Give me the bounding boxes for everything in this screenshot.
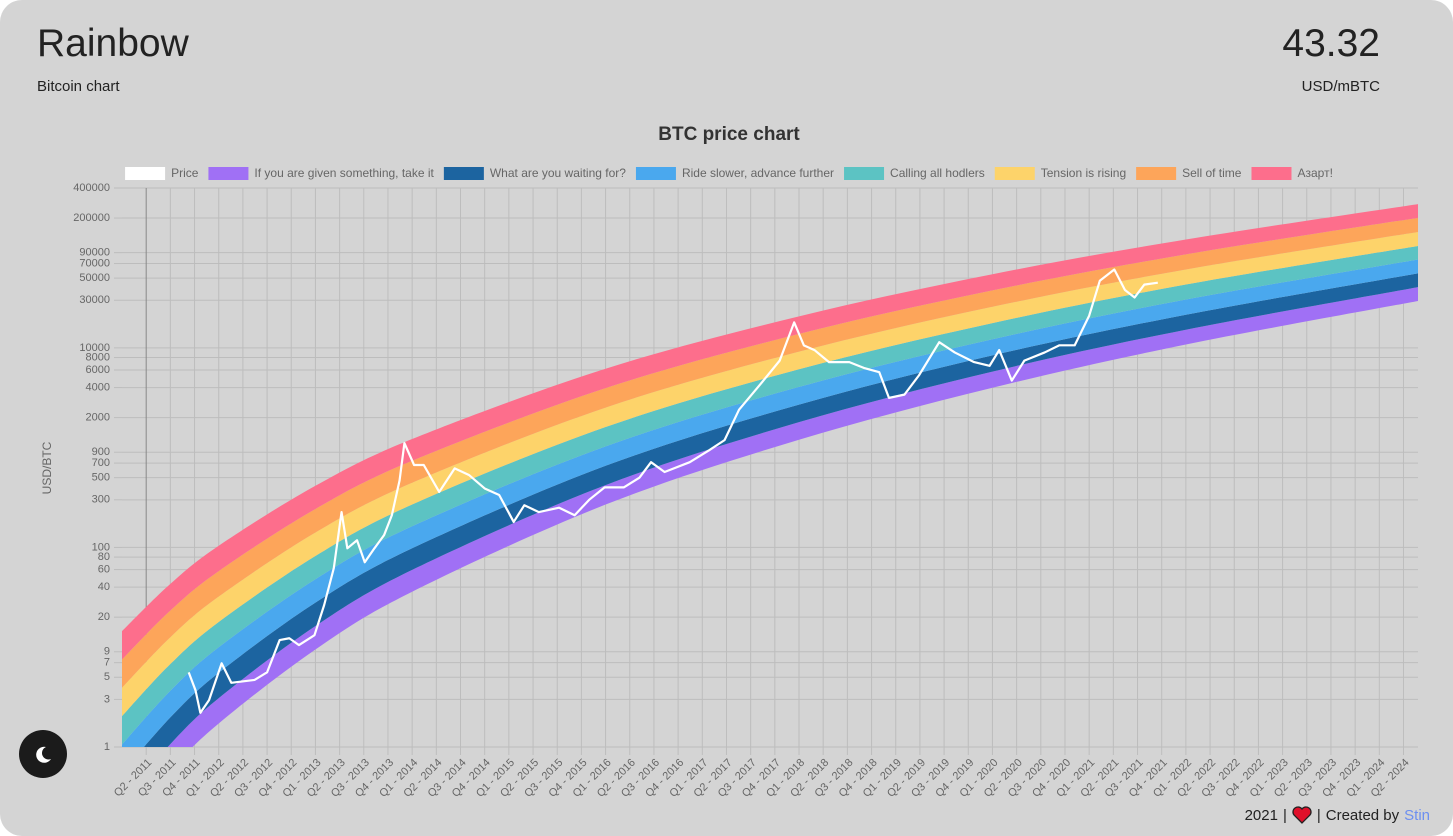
- y-tick-label: 20: [98, 611, 110, 623]
- legend-label: Calling all hodlers: [890, 166, 985, 180]
- footer-year: 2021: [1244, 806, 1278, 824]
- unit: USD/mBTC: [1301, 78, 1380, 95]
- chart-title: BTC price chart: [658, 124, 800, 145]
- chart: BTC price chart USD/BTC 1357920406080100…: [40, 124, 1418, 800]
- legend-item: What are you waiting for?: [443, 166, 626, 180]
- legend-item: Азарт!: [1251, 166, 1333, 180]
- bands: [122, 204, 1418, 747]
- lines: [187, 268, 1158, 714]
- legend-label: Sell of time: [1182, 166, 1242, 180]
- y-tick-label: 500: [92, 472, 110, 484]
- legend-item: Tension is rising: [994, 166, 1126, 180]
- y-tick-label: 60: [98, 563, 110, 575]
- y-tick-label: 700: [92, 457, 110, 469]
- legend-label: Азарт!: [1297, 166, 1332, 180]
- legend-swatch: [844, 167, 885, 180]
- y-tick-label: 40: [98, 581, 110, 593]
- legend-label: If you are given something, take it: [254, 166, 434, 180]
- y-tick-label: 30000: [79, 294, 110, 306]
- legend-label: Tension is rising: [1041, 166, 1126, 180]
- y-tick-label: 3: [104, 693, 110, 705]
- legend: Price If you are given something, take it…: [125, 166, 1333, 180]
- y-tick-label: 4000: [86, 381, 110, 393]
- legend-label: Ride slower, advance further: [682, 166, 834, 180]
- y-tick-label: 7: [104, 657, 110, 669]
- author-link[interactable]: Stin: [1404, 806, 1430, 824]
- legend-item: Price: [125, 166, 199, 180]
- legend-item: If you are given something, take it: [208, 166, 435, 180]
- title: Rainbow: [37, 22, 189, 65]
- y-tick-label: 900: [92, 446, 110, 458]
- y-tick-label: 8000: [86, 351, 110, 363]
- moon-icon: [36, 746, 51, 763]
- y-tick-label: 80: [98, 551, 110, 563]
- y-tick-label: 300: [92, 494, 110, 506]
- legend-swatch: [125, 167, 166, 180]
- legend-item: Ride slower, advance further: [635, 166, 834, 180]
- footer-credit: Created by: [1325, 806, 1400, 824]
- legend-swatch: [1251, 167, 1292, 180]
- y-tick-label: 90000: [79, 247, 110, 259]
- legend-swatch: [635, 167, 676, 180]
- legend-label: What are you waiting for?: [490, 166, 626, 180]
- legend-swatch: [208, 167, 249, 180]
- price: 43.32: [1282, 22, 1380, 65]
- legend-swatch: [994, 167, 1035, 180]
- footer-separator: |: [1282, 806, 1287, 824]
- y-tick-label: 6000: [86, 364, 110, 376]
- y-tick-label: 2000: [86, 412, 110, 424]
- heart-icon: [1292, 806, 1312, 824]
- y-tick-label: 9: [104, 646, 110, 658]
- y-tick-label: 400000: [73, 182, 110, 194]
- legend-label: Price: [171, 166, 199, 180]
- price-line: [187, 268, 1158, 714]
- y-tick-label: 100: [92, 541, 110, 553]
- y-tick-label: 10000: [79, 342, 110, 354]
- footer: 2021 | | Created by Stin: [1245, 806, 1430, 824]
- subtitle: Bitcoin chart: [37, 78, 120, 95]
- y-tick-label: 200000: [73, 212, 110, 224]
- y-tick-label: 5: [104, 671, 110, 683]
- legend-item: Calling all hodlers: [844, 166, 985, 180]
- y-tick-label: 50000: [79, 272, 110, 284]
- y-tick-label: 1: [104, 741, 110, 753]
- y-axis-label: USD/BTC: [40, 441, 54, 494]
- legend-swatch: [443, 167, 484, 180]
- y-tick-label: 70000: [79, 257, 110, 269]
- legend-item: Sell of time: [1136, 166, 1242, 180]
- theme-toggle[interactable]: [19, 730, 67, 778]
- footer-separator: |: [1316, 806, 1321, 824]
- legend-swatch: [1136, 167, 1177, 180]
